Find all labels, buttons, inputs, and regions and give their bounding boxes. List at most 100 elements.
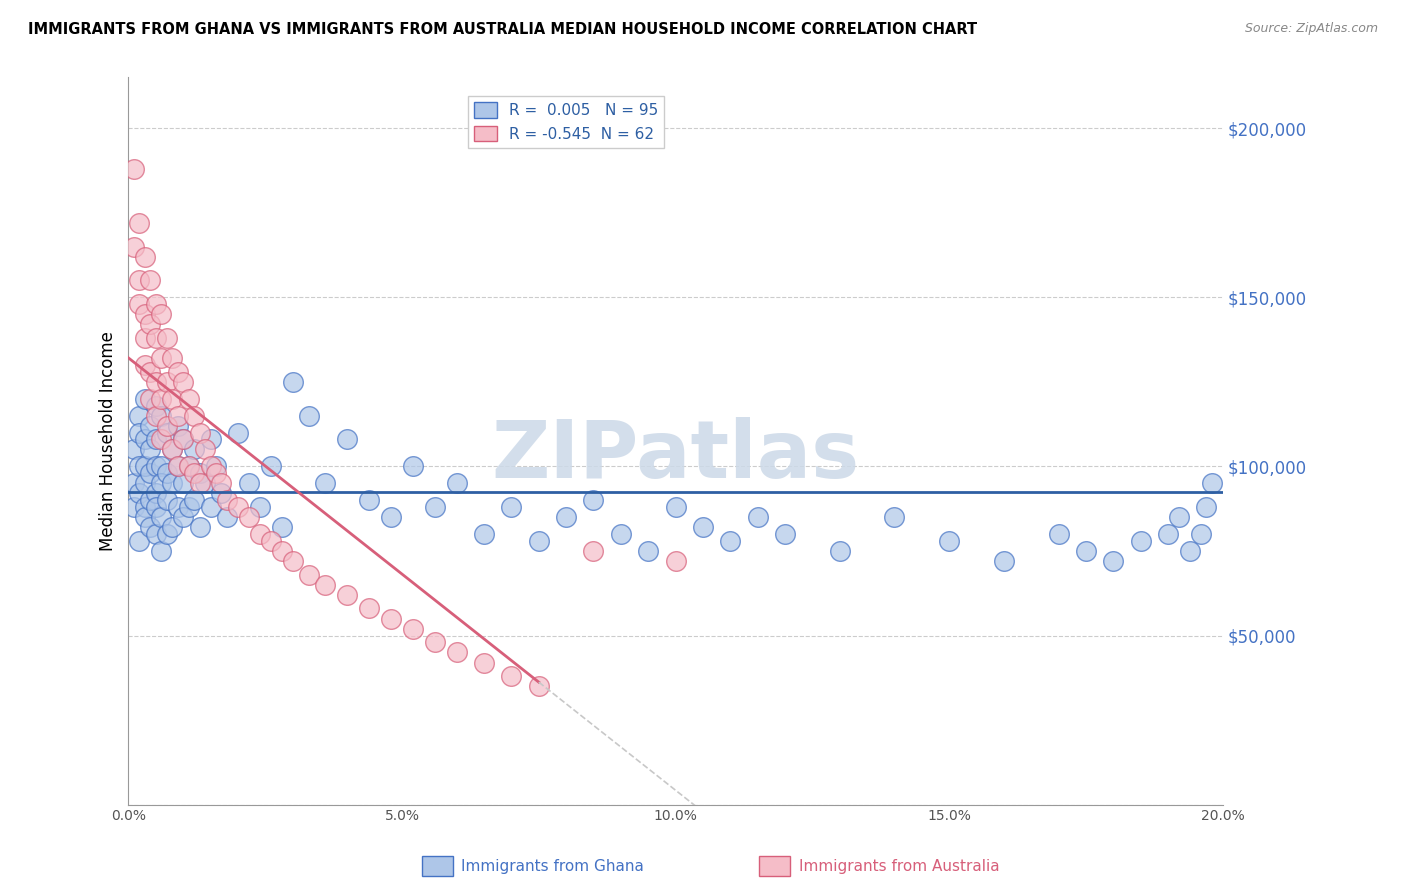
Point: [139, 418, 162, 433]
Point: [188, 466, 211, 480]
Point: [238, 476, 260, 491]
Point: [260, 533, 283, 548]
Point: [150, 409, 173, 423]
Point: [134, 392, 156, 406]
Point: [359, 493, 381, 508]
Point: [380, 611, 402, 625]
Point: [226, 500, 249, 514]
Point: [610, 527, 633, 541]
Point: [145, 433, 167, 447]
Point: [122, 442, 145, 457]
Point: [281, 554, 304, 568]
Point: [281, 375, 304, 389]
Point: [215, 493, 238, 508]
Point: [1074, 544, 1097, 558]
Point: [664, 500, 686, 514]
Point: [1129, 533, 1152, 548]
Point: [128, 459, 150, 474]
Point: [145, 486, 167, 500]
Point: [139, 273, 162, 287]
Point: [166, 459, 188, 474]
Point: [128, 409, 150, 423]
Point: [156, 418, 179, 433]
Point: [298, 567, 321, 582]
Point: [828, 544, 851, 558]
Point: [162, 520, 184, 534]
Point: [162, 442, 184, 457]
Point: [139, 466, 162, 480]
Point: [134, 433, 156, 447]
Point: [194, 476, 217, 491]
Point: [139, 318, 162, 332]
Point: [1195, 500, 1218, 514]
Point: [270, 520, 292, 534]
Point: [747, 510, 769, 524]
Point: [238, 510, 260, 524]
Point: [336, 588, 359, 602]
Point: [200, 500, 222, 514]
Point: [122, 476, 145, 491]
Point: [156, 375, 179, 389]
Point: [156, 493, 179, 508]
Point: [150, 307, 173, 321]
Point: [1201, 476, 1223, 491]
Point: [134, 331, 156, 345]
Point: [134, 459, 156, 474]
Point: [215, 510, 238, 524]
Point: [200, 459, 222, 474]
Point: [380, 510, 402, 524]
Point: [298, 409, 321, 423]
Point: [1178, 544, 1201, 558]
Point: [162, 351, 184, 366]
Point: [177, 500, 200, 514]
Point: [162, 476, 184, 491]
Point: [993, 554, 1015, 568]
Point: [172, 510, 194, 524]
Point: [145, 409, 167, 423]
Text: ZIPatlas: ZIPatlas: [492, 417, 859, 494]
Point: [270, 544, 292, 558]
Point: [883, 510, 905, 524]
Point: [205, 466, 228, 480]
Point: [162, 442, 184, 457]
Point: [128, 486, 150, 500]
Point: [402, 459, 425, 474]
Point: [172, 433, 194, 447]
Point: [145, 375, 167, 389]
Point: [260, 459, 283, 474]
Point: [134, 358, 156, 372]
Point: [162, 392, 184, 406]
Point: [188, 476, 211, 491]
Point: [145, 459, 167, 474]
Point: [637, 544, 659, 558]
Text: Source: ZipAtlas.com: Source: ZipAtlas.com: [1244, 22, 1378, 36]
Point: [166, 500, 188, 514]
Point: [501, 500, 523, 514]
Point: [166, 418, 188, 433]
Point: [188, 520, 211, 534]
Point: [122, 500, 145, 514]
Point: [183, 409, 205, 423]
Point: [527, 533, 550, 548]
Point: [150, 433, 173, 447]
Point: [150, 544, 173, 558]
Point: [1102, 554, 1125, 568]
Point: [134, 307, 156, 321]
Point: [582, 544, 605, 558]
Point: [188, 425, 211, 440]
Point: [128, 273, 150, 287]
Point: [472, 527, 495, 541]
Point: [150, 392, 173, 406]
Point: [1047, 527, 1070, 541]
Point: [156, 466, 179, 480]
Point: [359, 601, 381, 615]
Point: [134, 476, 156, 491]
Point: [200, 433, 222, 447]
Point: [314, 476, 336, 491]
Point: [446, 645, 468, 659]
Point: [166, 409, 188, 423]
Point: [128, 533, 150, 548]
Point: [211, 486, 233, 500]
Point: [172, 433, 194, 447]
Point: [139, 442, 162, 457]
